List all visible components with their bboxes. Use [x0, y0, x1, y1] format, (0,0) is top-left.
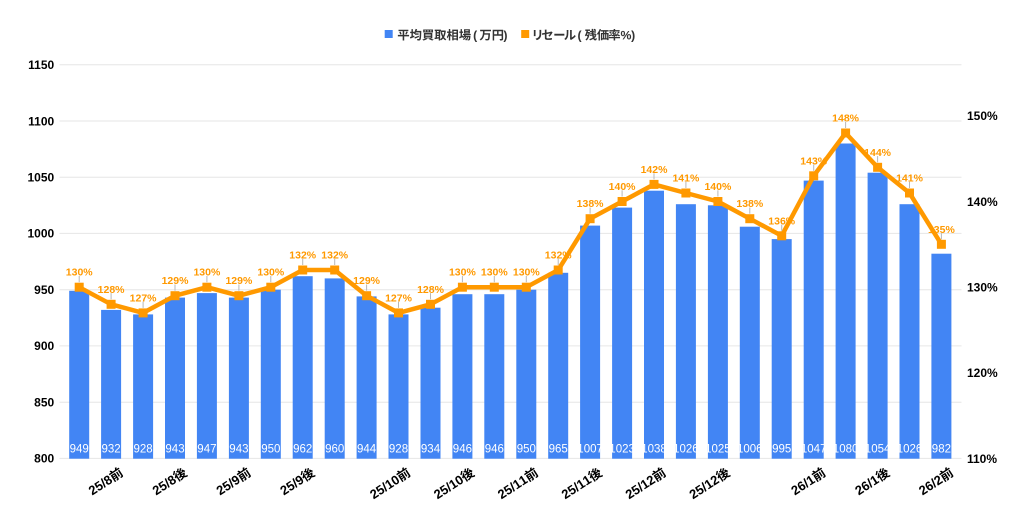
svg-text:943: 943	[229, 444, 248, 456]
svg-text:1100: 1100	[28, 114, 54, 128]
svg-text:1054: 1054	[865, 444, 891, 456]
svg-text:127%: 127%	[130, 292, 158, 304]
svg-text:130%: 130%	[481, 267, 509, 279]
svg-text:141%: 141%	[896, 173, 924, 185]
svg-text:928: 928	[389, 444, 408, 456]
svg-text:943: 943	[165, 444, 184, 456]
svg-text:130%: 130%	[257, 267, 285, 279]
svg-text:947: 947	[197, 444, 216, 456]
svg-text:850: 850	[34, 396, 54, 410]
svg-text:132%: 132%	[289, 250, 317, 262]
svg-text:949: 949	[70, 444, 89, 456]
svg-text:140%: 140%	[609, 181, 637, 193]
svg-text:136%: 136%	[768, 215, 796, 227]
svg-text:1038: 1038	[641, 444, 667, 456]
svg-text:130%: 130%	[449, 267, 477, 279]
svg-text:141%: 141%	[672, 173, 700, 185]
svg-text:138%: 138%	[736, 198, 764, 210]
svg-text:950: 950	[517, 444, 536, 456]
svg-text:135%: 135%	[928, 224, 956, 236]
svg-text:960: 960	[325, 444, 344, 456]
svg-text:928: 928	[134, 444, 153, 456]
svg-text:900: 900	[34, 339, 54, 353]
svg-text:127%: 127%	[385, 292, 413, 304]
svg-text:110%: 110%	[967, 452, 997, 466]
svg-text:950: 950	[261, 444, 280, 456]
svg-text:946: 946	[453, 444, 472, 456]
svg-text:944: 944	[357, 444, 377, 456]
svg-text:995: 995	[772, 444, 791, 456]
svg-text:1080: 1080	[833, 444, 859, 456]
svg-text:129%: 129%	[162, 275, 190, 287]
svg-text:934: 934	[421, 444, 441, 456]
svg-text:1150: 1150	[28, 58, 54, 72]
svg-text:120%: 120%	[967, 366, 998, 380]
svg-text:129%: 129%	[353, 275, 381, 287]
svg-text:950: 950	[34, 283, 54, 297]
svg-text:1050: 1050	[27, 171, 54, 185]
svg-text:962: 962	[293, 444, 312, 456]
svg-text:132%: 132%	[321, 250, 349, 262]
svg-text:150%: 150%	[967, 109, 998, 123]
svg-text:128%: 128%	[98, 284, 126, 296]
svg-text:1007: 1007	[577, 444, 603, 456]
svg-text:1026: 1026	[673, 444, 699, 456]
svg-text:143%: 143%	[800, 155, 828, 167]
svg-text:140%: 140%	[704, 181, 732, 193]
svg-text:1000: 1000	[27, 227, 54, 241]
svg-text:1023: 1023	[609, 444, 635, 456]
svg-text:130%: 130%	[193, 267, 221, 279]
svg-text:946: 946	[485, 444, 504, 456]
svg-text:1006: 1006	[737, 444, 763, 456]
svg-text:144%: 144%	[864, 147, 892, 159]
svg-text:140%: 140%	[967, 195, 998, 209]
svg-text:148%: 148%	[832, 113, 860, 125]
svg-text:982: 982	[932, 444, 951, 456]
svg-text:130%: 130%	[967, 281, 998, 295]
svg-text:138%: 138%	[577, 198, 605, 210]
svg-text:128%: 128%	[417, 284, 445, 296]
svg-text:132%: 132%	[545, 250, 573, 262]
svg-text:142%: 142%	[641, 164, 669, 176]
svg-text:130%: 130%	[513, 267, 541, 279]
svg-text:1047: 1047	[801, 444, 827, 456]
svg-text:800: 800	[34, 452, 54, 466]
svg-text:965: 965	[549, 444, 568, 456]
svg-text:932: 932	[102, 444, 121, 456]
svg-text:130%: 130%	[66, 267, 94, 279]
svg-text:1025: 1025	[705, 444, 731, 456]
svg-text:1026: 1026	[897, 444, 923, 456]
svg-text:129%: 129%	[225, 275, 253, 287]
